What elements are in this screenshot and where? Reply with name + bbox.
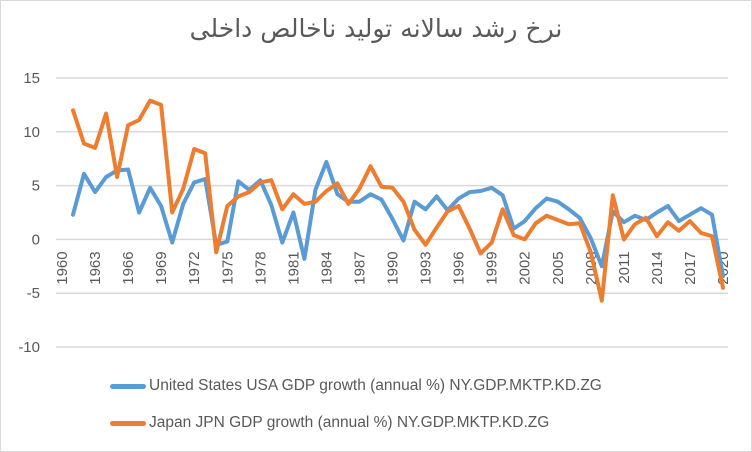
x-tick-label: 1969	[153, 251, 170, 284]
gridlines	[56, 77, 728, 348]
x-tick-label: 1984	[318, 251, 335, 284]
x-tick-label: 1978	[252, 251, 269, 284]
x-tick-label: 1996	[451, 251, 468, 284]
y-tick-label: -10	[18, 339, 40, 356]
legend-item-japan: Japan JPN GDP growth (annual %) NY.GDP.M…	[110, 414, 549, 432]
x-tick-label: 1966	[120, 251, 137, 284]
x-tick-label: 1987	[351, 251, 368, 284]
chart-title: نرخ رشد سالانه تولید ناخالص داخلی	[189, 14, 563, 43]
legend-swatch-usa	[110, 383, 146, 389]
x-tick-label: 1981	[285, 251, 302, 284]
x-tick-label: 2014	[649, 251, 666, 284]
x-tick-label: 2017	[682, 251, 699, 284]
x-tick-label: 1975	[219, 251, 236, 284]
y-tick-label: -5	[27, 285, 40, 302]
legend-label-japan: Japan JPN GDP growth (annual %) NY.GDP.M…	[149, 414, 550, 431]
x-tick-label: 2002	[517, 251, 534, 284]
x-tick-label: 1963	[87, 251, 104, 284]
x-tick-label: 2011	[616, 251, 633, 283]
legend-label-usa: United States USA GDP growth (annual %) …	[149, 377, 602, 394]
x-tick-label: 1960	[54, 251, 71, 284]
legend-item-usa: United States USA GDP growth (annual %) …	[110, 377, 602, 395]
y-tick-label: 0	[32, 231, 40, 248]
y-tick-label: 5	[32, 178, 40, 195]
y-tick-label: 10	[23, 124, 40, 141]
x-tick-label: 1993	[418, 251, 435, 284]
y-axis-ticks: 15 10 5 0 -5 -10	[18, 70, 40, 356]
series-lines	[71, 98, 725, 303]
series-line-japan	[71, 98, 725, 303]
y-tick-label: 15	[23, 70, 40, 87]
series-line-usa	[71, 159, 725, 278]
x-tick-label: 1990	[385, 251, 402, 284]
x-axis-ticks: 1960 1963 1966 1969 1972 1975 1978 1981 1984 1987…	[54, 251, 732, 284]
x-tick-label: 1972	[186, 251, 203, 284]
x-tick-label: 2005	[550, 251, 567, 284]
legend-swatch-japan	[110, 420, 146, 426]
x-tick-label: 1999	[484, 251, 501, 284]
